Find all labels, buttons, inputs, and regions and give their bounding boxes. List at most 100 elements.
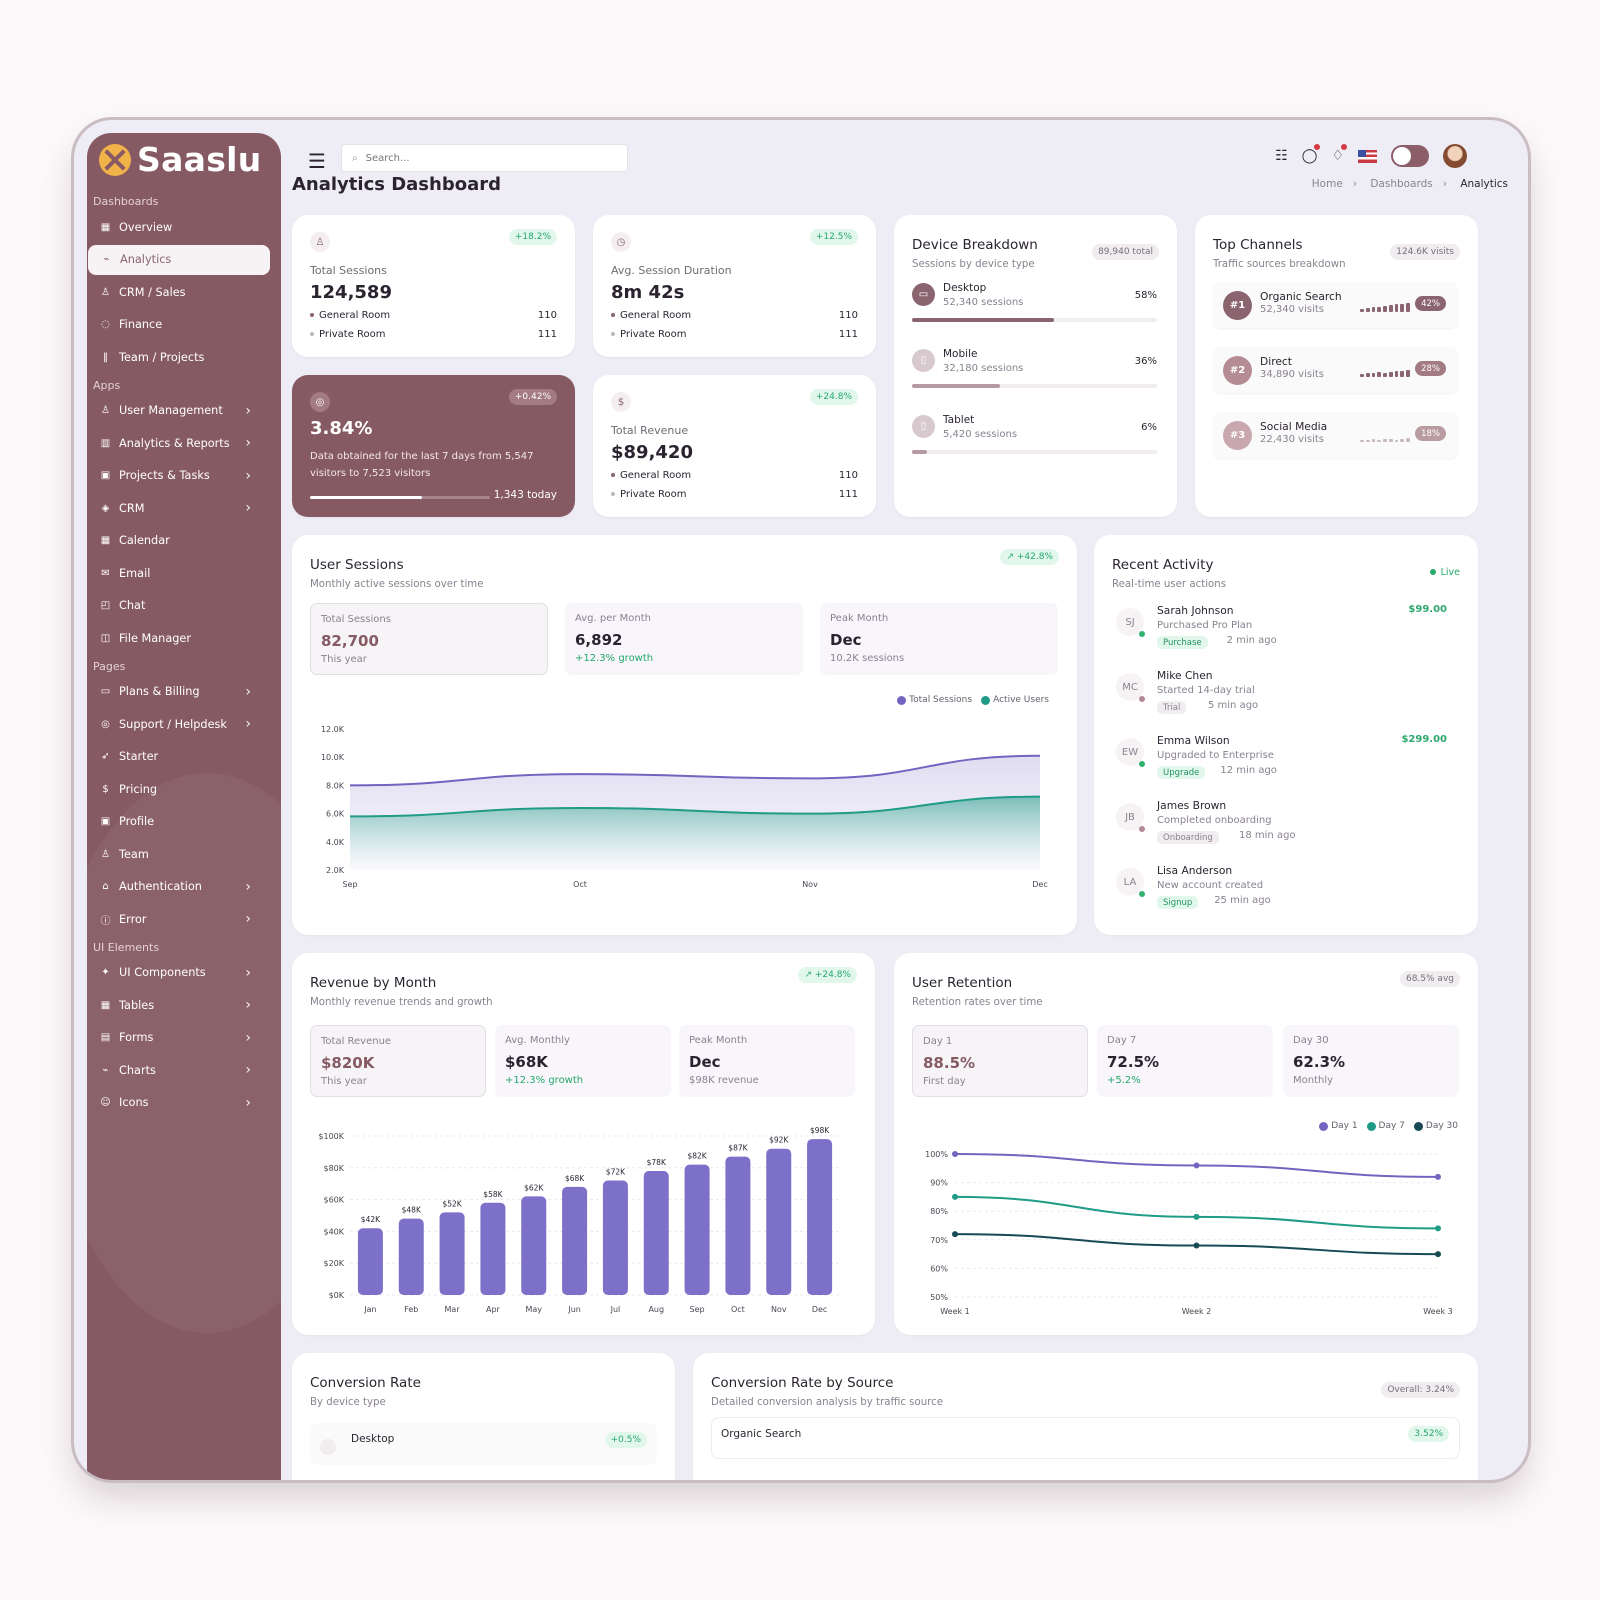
dollar-icon: $: [102, 783, 109, 795]
sidebar-item-calendar[interactable]: ▦ Calendar: [87, 526, 269, 556]
breadcrumb-dashboards[interactable]: Dashboards: [1370, 178, 1433, 190]
sidebar-item-overview[interactable]: ▦ Overview: [87, 212, 269, 242]
activity-item[interactable]: SJ Sarah Johnson Purchased Pro Plan Purchas…: [1112, 604, 1457, 660]
activity-item[interactable]: JB James Brown Completed onboarding Onboard…: [1112, 799, 1457, 855]
bell-icon[interactable]: ♢: [1331, 144, 1347, 164]
channel-direct[interactable]: #2 Direct 34,890 visits 28%: [1213, 347, 1458, 393]
device-sessions: 52,340 sessions: [943, 297, 1024, 308]
sidebar-item-charts[interactable]: ⌁ Charts ›: [87, 1055, 269, 1085]
page-title: Analytics Dashboard: [292, 174, 501, 195]
card-subtitle: Traffic sources breakdown: [1213, 259, 1346, 270]
bar-jan[interactable]: [357, 1228, 383, 1295]
sidebar-item-email[interactable]: ✉ Email: [87, 558, 269, 588]
data-point[interactable]: [1193, 1242, 1200, 1249]
sidebar-item-team[interactable]: ♙ Team: [87, 839, 269, 869]
bar-feb[interactable]: [398, 1218, 424, 1295]
sidebar-item-team-projects[interactable]: ‖ Team / Projects: [87, 342, 269, 372]
rank-badge: #1: [1223, 291, 1252, 320]
sidebar-item-icons[interactable]: ☺ Icons ›: [87, 1088, 269, 1118]
sidebar-item-tables[interactable]: ▦ Tables ›: [87, 990, 269, 1020]
stat-value: 3.84%: [310, 418, 373, 439]
chat-icon[interactable]: ◯: [1302, 144, 1321, 164]
rocket-icon: ➶: [101, 751, 110, 762]
menu-toggle-icon[interactable]: ☰: [308, 149, 326, 173]
stat-label: Avg. Session Duration: [611, 264, 732, 277]
sidebar-item-analytics[interactable]: ⌁ Analytics: [88, 244, 270, 275]
sidebar-item-profile[interactable]: ▣ Profile: [87, 807, 269, 837]
bar-may[interactable]: [521, 1196, 547, 1295]
x-tick-label: May: [525, 1305, 542, 1314]
recent-activity-card: Recent Activity Real-time user actions L…: [1094, 535, 1478, 935]
delta-badge: +0.5%: [604, 1432, 647, 1448]
activity-time: 12 min ago: [1220, 765, 1277, 776]
sidebar-item-error[interactable]: ⓘ Error ›: [87, 904, 269, 934]
sidebar-item-label: UI Components: [119, 966, 206, 979]
activity-item[interactable]: LA Lisa Anderson New account created Signup…: [1112, 864, 1457, 920]
breadcrumb: Home › Dashboards › Analytics: [1311, 178, 1508, 190]
activity-item[interactable]: MC Mike Chen Started 14-day trial Trial 5 mi…: [1112, 669, 1457, 725]
sidebar-item-pricing[interactable]: $ Pricing: [87, 774, 269, 804]
bar-jul[interactable]: [602, 1180, 628, 1295]
sidebar-item-plans-billing[interactable]: ▭ Plans & Billing ›: [87, 677, 269, 707]
bar-nov[interactable]: [766, 1148, 792, 1295]
sidebar-item-label: Charts: [119, 1063, 156, 1077]
avatar[interactable]: [1443, 144, 1467, 168]
sidebar-item-crm[interactable]: ◈ CRM ›: [87, 493, 269, 523]
sidebar-item-label: Starter: [119, 750, 159, 763]
card-title: Recent Activity: [1112, 557, 1214, 573]
bar-jun[interactable]: [562, 1186, 588, 1295]
status-dot-icon: [1139, 631, 1145, 637]
stat-row: General Room 110: [310, 310, 557, 326]
progress-fill: [912, 384, 1001, 388]
data-point[interactable]: [1193, 1162, 1200, 1169]
x-tick-label: Dec: [812, 1305, 827, 1314]
dashboard-frame: Saaslu Dashboards ▦ Overview ⌁ Analytics ♙ CRM…: [74, 120, 1528, 1480]
activity-tag: Signup: [1157, 896, 1199, 909]
data-point[interactable]: [952, 1151, 958, 1157]
data-point[interactable]: [952, 1231, 958, 1238]
bar-oct[interactable]: [725, 1156, 751, 1295]
bar-value-label: $48K: [402, 1206, 422, 1215]
device-sessions: 5,420 sessions: [943, 429, 1018, 440]
bar-aug[interactable]: [643, 1170, 669, 1295]
sidebar-item-starter[interactable]: ➶ Starter: [87, 742, 269, 772]
status-dot-icon: [1139, 826, 1145, 832]
activity-item[interactable]: EW Emma Wilson Upgraded to Enterprise Upgra…: [1112, 734, 1457, 790]
bar-sep[interactable]: [684, 1164, 710, 1295]
chevron-right-icon: ›: [245, 716, 251, 732]
sidebar-item-support-helpdesk[interactable]: ◎ Support / Helpdesk ›: [87, 709, 269, 739]
sidebar-item-chat[interactable]: ◰ Chat: [87, 591, 269, 621]
data-point[interactable]: [1435, 1173, 1441, 1180]
sidebar-item-projects-tasks[interactable]: ▣ Projects & Tasks ›: [87, 461, 269, 491]
search-box[interactable]: ⌕: [341, 144, 628, 172]
sidebar-item-user-management[interactable]: ♙ User Management ›: [87, 396, 269, 426]
sidebar-item-forms[interactable]: ▤ Forms ›: [87, 1023, 269, 1053]
sidebar-item-file-manager[interactable]: ◫ File Manager: [87, 623, 269, 653]
calendar-icon: ▦: [100, 535, 111, 546]
data-point[interactable]: [1193, 1213, 1200, 1220]
status-dot-icon: [1139, 761, 1145, 767]
channel-organic-search[interactable]: #1 Organic Search 52,340 visits 42%: [1213, 282, 1458, 328]
breadcrumb-home[interactable]: Home: [1311, 178, 1343, 190]
sidebar-item-label: Calendar: [119, 534, 170, 547]
theme-toggle[interactable]: [1391, 145, 1429, 167]
source-row[interactable]: Organic Search 3.52%: [711, 1417, 1460, 1459]
sidebar-item-label: Team: [119, 847, 149, 861]
search-input[interactable]: [365, 152, 606, 164]
sidebar-item-analytics-reports[interactable]: ▥ Analytics & Reports ›: [87, 428, 269, 458]
data-point[interactable]: [1435, 1225, 1441, 1232]
bar-apr[interactable]: [480, 1202, 506, 1295]
sidebar-item-crm-sales[interactable]: ♙ CRM / Sales: [87, 277, 269, 307]
flag-icon[interactable]: [1358, 149, 1377, 163]
data-point[interactable]: [1435, 1251, 1441, 1258]
sidebar-item-authentication[interactable]: ⌂ Authentication ›: [87, 872, 269, 902]
sidebar-item-ui-components[interactable]: ✦ UI Components ›: [87, 958, 269, 988]
channel-visits: 22,430 visits: [1260, 434, 1324, 445]
channel-social-media[interactable]: #3 Social Media 22,430 visits 18%: [1213, 412, 1458, 458]
bar-mar[interactable]: [439, 1212, 465, 1295]
data-point[interactable]: [952, 1193, 958, 1200]
sidebar-item-finance[interactable]: ◌ Finance: [87, 310, 269, 340]
bar-dec[interactable]: [807, 1139, 833, 1295]
device-conversion-row[interactable]: Desktop +0.5%: [310, 1423, 657, 1465]
sliders-icon[interactable]: ☷: [1275, 148, 1288, 164]
